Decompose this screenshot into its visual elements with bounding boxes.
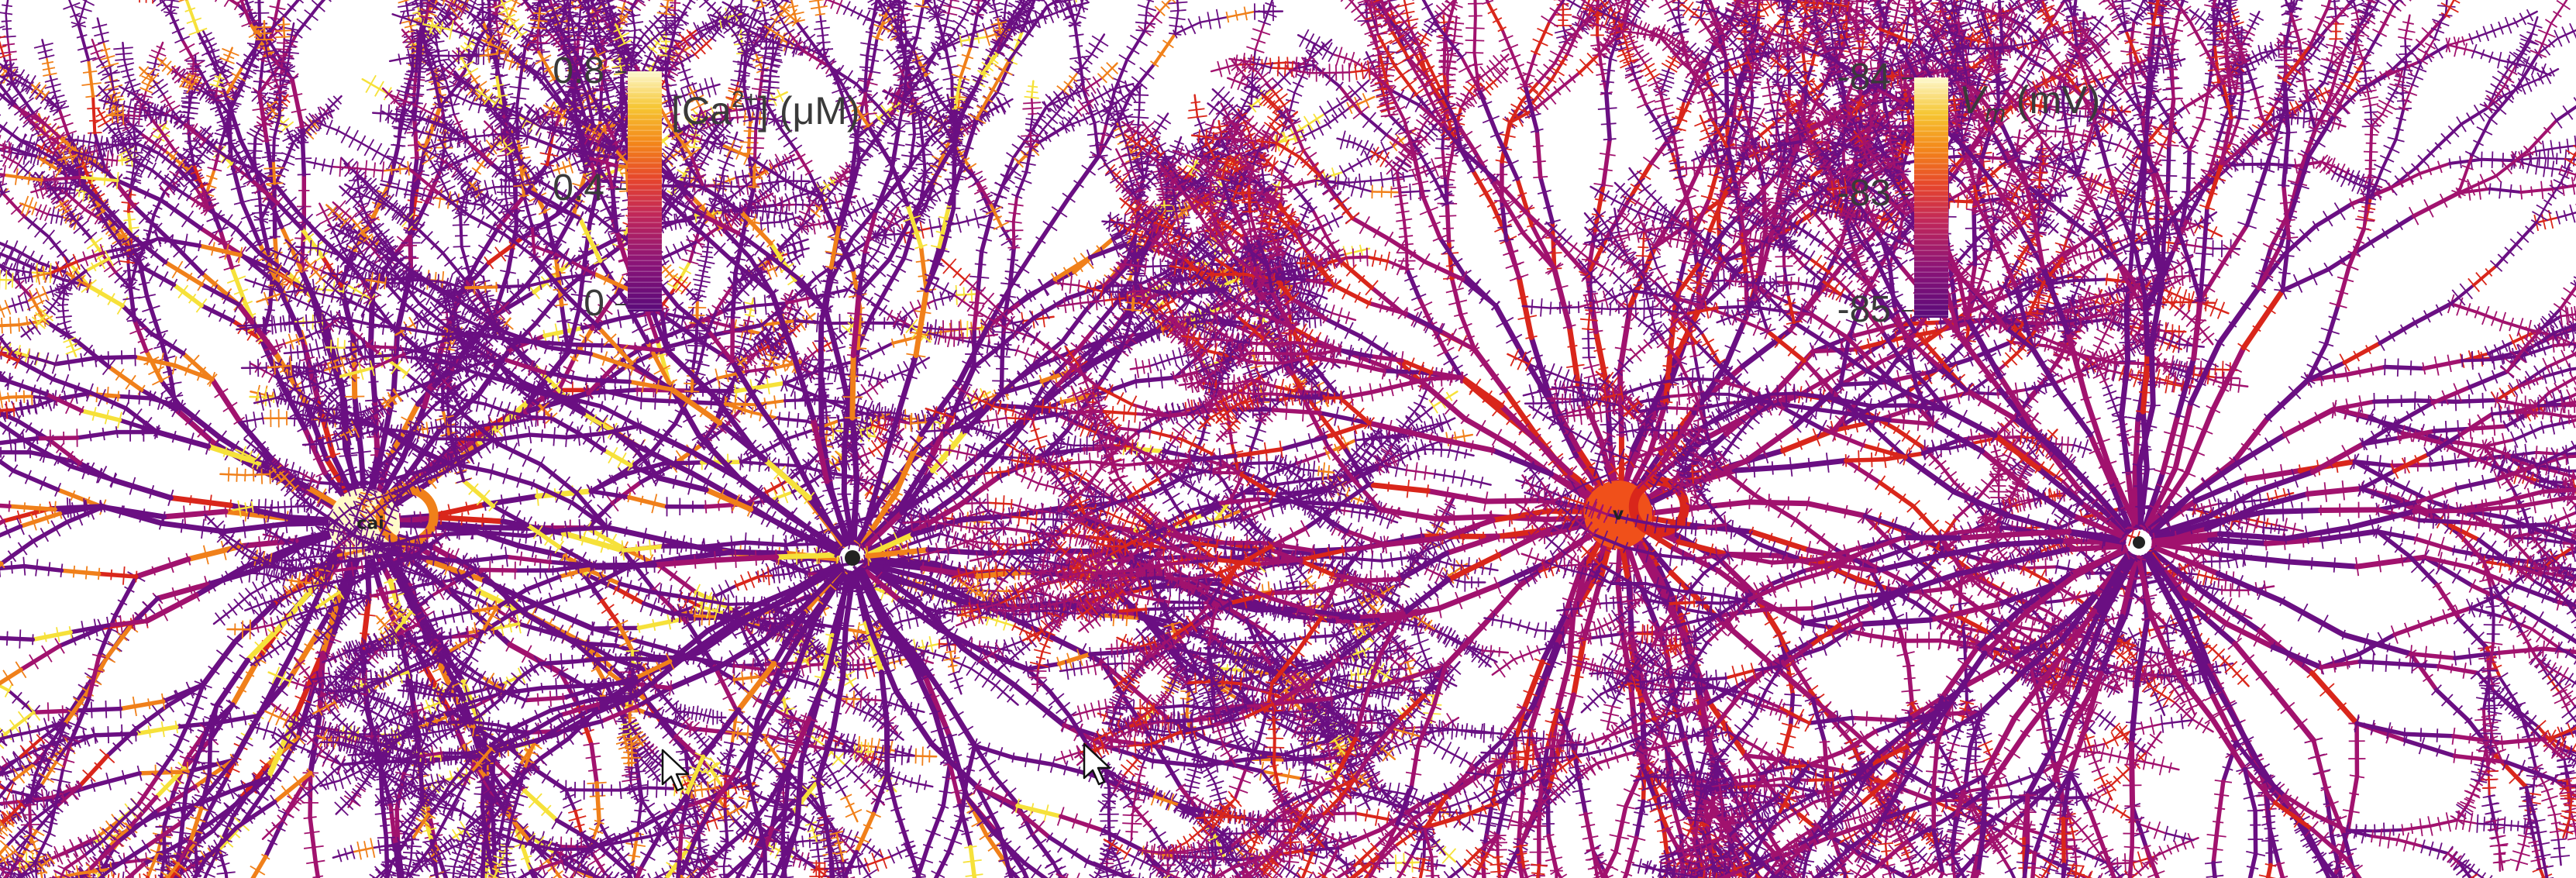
voltage-tick-mark <box>1902 77 1913 79</box>
calcium-title-sup: 2+ <box>732 87 758 112</box>
voltage-soma-label: v <box>1613 505 1624 525</box>
voltage-title-sub: m <box>1985 99 2006 127</box>
calcium-tick-label: 0.8 <box>496 53 604 90</box>
calcium-tick-mark <box>615 304 626 305</box>
calcium-tick-label: 0.4 <box>496 170 604 207</box>
voltage-tick-label: -83 <box>1782 175 1891 212</box>
voltage-tick-label: -84 <box>1782 59 1891 96</box>
calcium-colorbar-title: [Ca2+] (μM) <box>671 91 860 130</box>
voltage-title-var: V <box>1959 78 1985 122</box>
voltage-tick-label: -85 <box>1782 291 1891 329</box>
soma[interactable] <box>2133 536 2145 549</box>
calcium-colorbar-gradient <box>628 71 662 312</box>
calcium-tick-mark <box>615 71 626 73</box>
mouse-cursor-icon <box>1082 742 1113 787</box>
voltage-tick-mark <box>1902 194 1913 195</box>
calcium-tick-label: 0 <box>496 285 604 322</box>
soma[interactable] <box>845 550 860 566</box>
calcium-tick-mark <box>615 188 626 190</box>
voltage-colorbar-gradient <box>1914 77 1948 318</box>
voltage-colorbar-title: Vm (mV) <box>1959 81 2100 126</box>
voltage-morphology-right[interactable] <box>1906 124 2557 806</box>
mouse-cursor-icon <box>660 749 691 794</box>
voltage-tick-mark <box>1902 310 1913 312</box>
calcium-soma-label: cai <box>356 515 384 534</box>
calcium-title-prefix: [Ca <box>671 89 732 133</box>
calcium-title-suffix: ] (μM) <box>758 89 860 133</box>
voltage-title-unit: (mV) <box>2006 78 2100 122</box>
